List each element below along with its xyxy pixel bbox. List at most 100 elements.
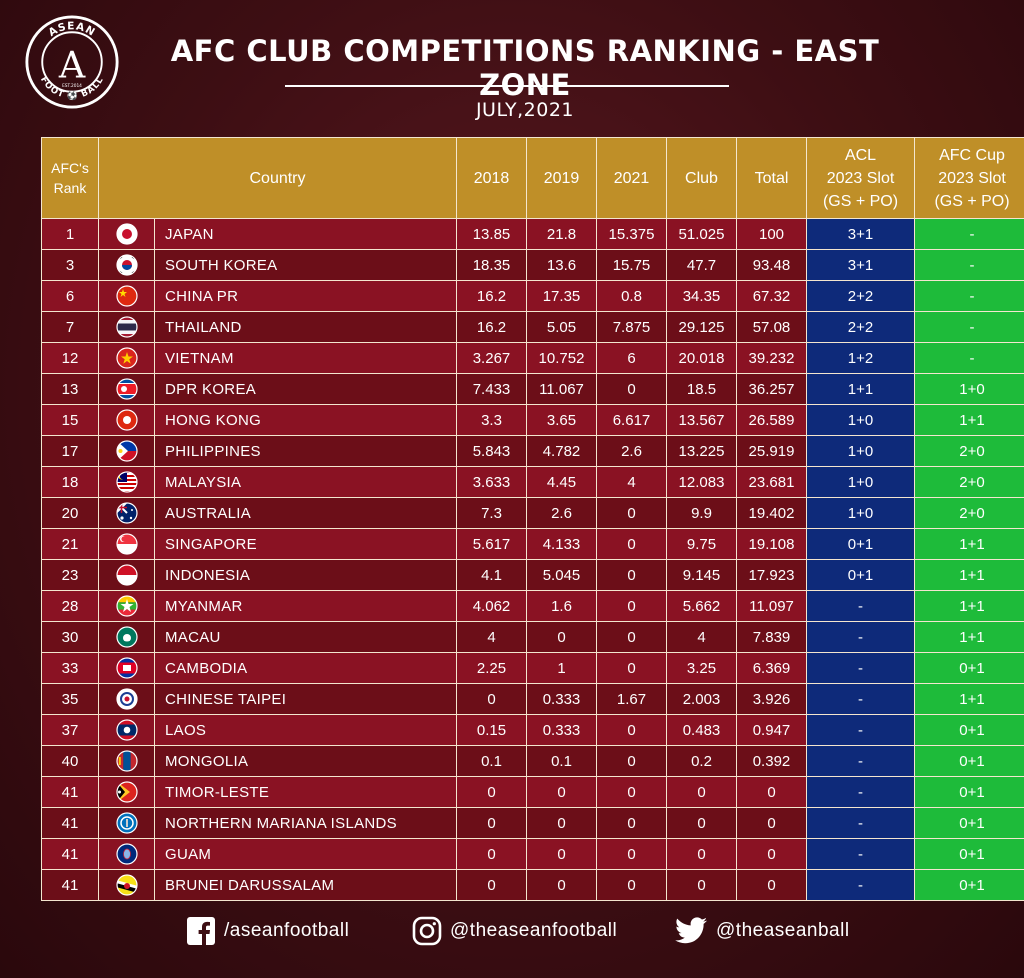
total-points-cell: 23.681 xyxy=(736,466,807,498)
footer-facebook[interactable]: /aseanfootball xyxy=(186,912,349,950)
total-points-cell: 93.48 xyxy=(736,249,807,281)
country-cell: SOUTH KOREA xyxy=(154,249,457,281)
points-2018-cell: 3.267 xyxy=(456,342,527,374)
page-title: AFC CLUB COMPETITIONS RANKING - EAST ZON… xyxy=(170,34,880,102)
afc-cup-slot-cell: - xyxy=(914,249,1024,281)
guam-flag-icon xyxy=(98,838,155,870)
country-cell: HONG KONG xyxy=(154,404,457,436)
footer-instagram[interactable]: @theaseanfootball xyxy=(412,912,617,950)
total-points-cell: 0 xyxy=(736,807,807,839)
mongolia-flag-icon xyxy=(98,745,155,777)
club-points-cell: 5.662 xyxy=(666,590,737,622)
acl-slot-cell: 1+1 xyxy=(806,373,915,405)
country-cell: PHILIPPINES xyxy=(154,435,457,467)
country-cell: BRUNEI DARUSSALAM xyxy=(154,869,457,901)
country-cell: MYANMAR xyxy=(154,590,457,622)
title-divider xyxy=(285,85,729,87)
club-points-cell: 0.483 xyxy=(666,714,737,746)
country-cell: NORTHERN MARIANA ISLANDS xyxy=(154,807,457,839)
facebook-handle[interactable]: /aseanfootball xyxy=(224,920,350,941)
total-points-cell: 0.947 xyxy=(736,714,807,746)
china-flag-icon xyxy=(98,280,155,312)
acl-slot-cell: 1+0 xyxy=(806,435,915,467)
australia-flag-icon xyxy=(98,497,155,529)
club-points-cell: 3.25 xyxy=(666,652,737,684)
country-cell: MALAYSIA xyxy=(154,466,457,498)
table-row: 12 VIETNAM 3.267 10.752 6 20.018 39.232 1+2- xyxy=(41,342,1024,374)
points-2018-cell: 0 xyxy=(456,776,527,808)
timor-leste-flag-icon xyxy=(98,776,155,808)
club-points-cell: 20.018 xyxy=(666,342,737,374)
table-row: 21 SINGAPORE 5.617 4.133 0 9.75 19.108 0+1 1+1 xyxy=(41,528,1024,560)
club-points-cell: 18.5 xyxy=(666,373,737,405)
table-row: 3 SOUTH KOREA 18.35 13.6 15.75 47.7 93.48 3+1- xyxy=(41,249,1024,281)
total-points-cell: 25.919 xyxy=(736,435,807,467)
points-2021-cell: 0 xyxy=(596,838,667,870)
country-cell: VIETNAM xyxy=(154,342,457,374)
hong-kong-flag-icon xyxy=(98,404,155,436)
points-2018-cell: 16.2 xyxy=(456,280,527,312)
instagram-handle[interactable]: @theaseanfootball xyxy=(450,920,618,941)
points-2018-cell: 5.843 xyxy=(456,435,527,467)
points-2019-cell: 11.067 xyxy=(526,373,597,405)
dpr-korea-flag-icon xyxy=(98,373,155,405)
points-2018-cell: 13.85 xyxy=(456,218,527,250)
table-row: 13 DPR KOREA 7.433 11.067 0 18.5 36.257 1+1 1+0 xyxy=(41,373,1024,405)
ranking-table: AFC's Rank Country 2018 2019 2021 Club To… xyxy=(41,137,1024,901)
cambodia-flag-icon xyxy=(98,652,155,684)
points-2018-cell: 4.1 xyxy=(456,559,527,591)
malaysia-flag-icon xyxy=(98,466,155,498)
club-points-cell: 9.9 xyxy=(666,497,737,529)
total-points-cell: 100 xyxy=(736,218,807,250)
acl-slot-cell: - xyxy=(806,714,915,746)
logo-top-text: ASEAN xyxy=(46,20,96,39)
afc-cup-slot-cell: - xyxy=(914,311,1024,343)
table-row: 37 LAOS 0.15 0.333 0 0.483 0.947-0+1 xyxy=(41,714,1024,746)
points-2018-cell: 0 xyxy=(456,683,527,715)
country-cell: DPR KOREA xyxy=(154,373,457,405)
twitter-handle[interactable]: @theaseanball xyxy=(716,920,850,941)
acl-slot-cell: - xyxy=(806,838,915,870)
points-2019-cell: 5.05 xyxy=(526,311,597,343)
afc-cup-slot-cell: 0+1 xyxy=(914,745,1024,777)
rank-cell: 33 xyxy=(41,652,99,684)
acl-slot-cell: 1+2 xyxy=(806,342,915,374)
total-points-cell: 39.232 xyxy=(736,342,807,374)
instagram-icon xyxy=(412,916,442,946)
rank-cell: 41 xyxy=(41,776,99,808)
club-points-cell: 12.083 xyxy=(666,466,737,498)
club-points-cell: 0 xyxy=(666,869,737,901)
points-2021-cell: 0 xyxy=(596,869,667,901)
total-points-cell: 0 xyxy=(736,838,807,870)
rank-cell: 13 xyxy=(41,373,99,405)
header-2021: 2021 xyxy=(596,137,667,219)
points-2021-cell: 7.875 xyxy=(596,311,667,343)
ranking-body: 1 JAPAN 13.85 21.8 15.375 51.025 100 3+1-3 SOUTH… xyxy=(41,218,1024,901)
total-points-cell: 3.926 xyxy=(736,683,807,715)
afc-cup-slot-cell: 1+1 xyxy=(914,559,1024,591)
points-2021-cell: 0 xyxy=(596,497,667,529)
points-2021-cell: 15.75 xyxy=(596,249,667,281)
laos-flag-icon xyxy=(98,714,155,746)
acl-slot-cell: - xyxy=(806,652,915,684)
points-2021-cell: 15.375 xyxy=(596,218,667,250)
points-2019-cell: 0 xyxy=(526,621,597,653)
points-2021-cell: 0 xyxy=(596,807,667,839)
points-2021-cell: 0 xyxy=(596,745,667,777)
logo-est: EST.2014 xyxy=(62,83,82,89)
points-2021-cell: 0 xyxy=(596,776,667,808)
points-2021-cell: 0 xyxy=(596,714,667,746)
points-2021-cell: 1.67 xyxy=(596,683,667,715)
acl-slot-cell: 1+0 xyxy=(806,466,915,498)
afc-cup-slot-cell: 0+1 xyxy=(914,807,1024,839)
table-row: 40 MONGOLIA 0.1 0.1 0 0.2 0.392-0+1 xyxy=(41,745,1024,777)
south-korea-flag-icon xyxy=(98,249,155,281)
footer-twitter[interactable]: @theaseanball xyxy=(674,912,850,950)
macau-flag-icon xyxy=(98,621,155,653)
total-points-cell: 7.839 xyxy=(736,621,807,653)
header-afc-cup-slot: AFC Cup 2023 Slot (GS + PO) xyxy=(914,137,1024,219)
total-points-cell: 26.589 xyxy=(736,404,807,436)
brunei-flag-icon xyxy=(98,869,155,901)
points-2019-cell: 0 xyxy=(526,776,597,808)
myanmar-flag-icon xyxy=(98,590,155,622)
